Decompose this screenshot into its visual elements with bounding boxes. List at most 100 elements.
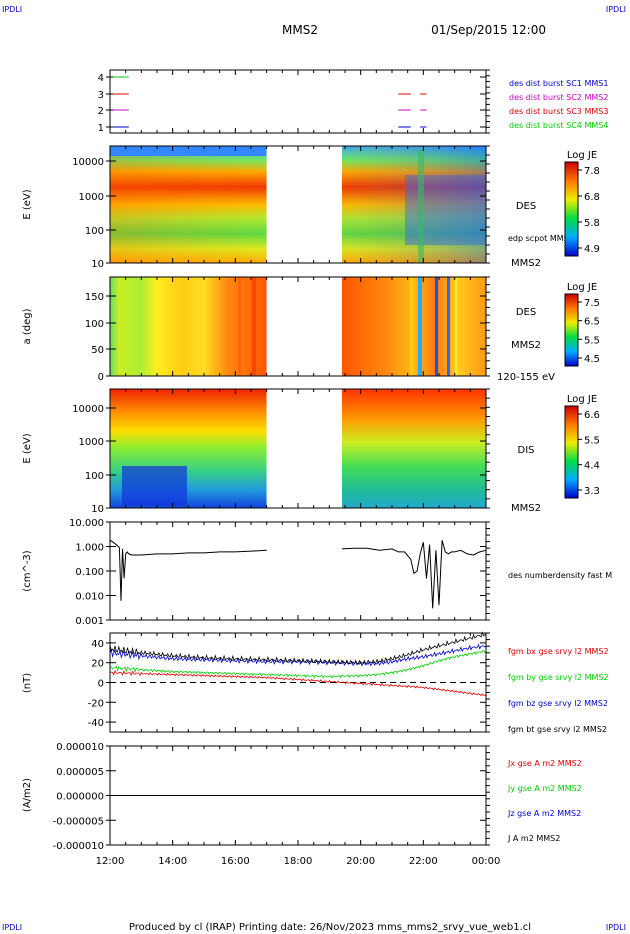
availability-tick-label: 4 [98,73,104,84]
colorbar-tick-label: 3.3 [584,486,600,497]
des-pitch-tick-label: 0 [98,372,104,383]
panel-magnetic-field: 40 20 0 -20 -40 (nT) fgm bx gse srvy l2 MMS2 fg… [22,631,609,734]
footer: Produced by cl (IRAP) Printing date: 26/… [129,922,531,933]
colorbar-tick-label: 5.5 [584,335,600,346]
panel-frame [109,69,487,134]
instrument-name: MMS2 [511,503,541,514]
colorbar [564,405,579,499]
panel-dis-energy: 10000 1000 100 10 E (eV) DIS MMS2 Log JE 6.6 5.5 4… [22,388,600,515]
time-tick-label: 12:00 [96,856,125,867]
pitch-stripe [410,277,413,376]
energy-range-label: 120-155 eV [497,372,555,383]
current-tick-label: 0.000005 [56,767,104,778]
bfield-tick-label: -40 [88,718,104,729]
colorbar-tick-label: 7.5 [584,298,600,309]
series-label: fgm bx gse srvy l2 MMS2 [508,647,609,656]
bfield-tick-label: -20 [88,698,104,709]
series-label: des numberdensity fast M [508,571,612,580]
des-band [405,175,486,245]
des-band [418,150,424,263]
time-axis: 12:00 14:00 16:00 18:00 20:00 22:00 00:00 [96,856,501,867]
time-tick-label: 18:00 [284,856,313,867]
colorbar-tick-label: 6.6 [584,410,600,421]
current-tick-label: 0.000010 [56,742,104,753]
corner-label-tr: IPDLI [606,5,626,14]
series-label: fgm bt gse srvy l2 MMS2 [508,725,607,734]
panel-des-energy: 10000 1000 100 10 E (eV) DES edp scpot MMS2 MMS… [22,145,600,270]
colorbar-tick-label: 6.8 [584,192,600,203]
pitch-stripe [418,277,422,376]
heatmap-right [341,277,486,376]
panels: 4 3 2 1 des dist burst SC1 MMS1 des dist burs… [22,69,612,852]
series-label: Jy gse A m2 MMS2 [507,784,582,793]
density-tick-label: 0.001 [75,616,104,627]
time-tick-label: 22:00 [409,856,438,867]
dis-band [122,466,187,506]
bfield-tick-label: 40 [91,639,104,650]
current-tick-label: 0.000000 [56,792,104,803]
current-tick-label: -0.000010 [53,841,104,852]
pitch-stripe [435,277,438,376]
corner-label-tl: IPDLI [2,5,22,14]
legend-entry: des dist burst SC1 MMS1 [509,79,608,88]
series-label: fgm by gse srvy l2 MMS2 [508,673,609,682]
colorbar-tick-label: 4.4 [584,461,600,472]
colorbar-tick-label: 6.5 [584,317,600,328]
data-gap [266,389,342,508]
pitch-stripe [252,277,256,376]
des-pitch-tick-label: 50 [91,345,104,356]
instrument-label: DIS [518,445,535,456]
legend-entry: des dist burst SC3 MMS3 [509,107,608,116]
colorbar-tick-label: 7.8 [584,166,600,177]
y-axis-label: (A/m2) [22,778,33,812]
date-time: 01/Sep/2015 12:00 [431,23,546,37]
density-tick-label: 0.100 [75,567,104,578]
bfield-tick-label: 20 [91,659,104,670]
pitch-stripe [238,277,241,376]
footer-text: Produced by cl (IRAP) Printing date: 26/… [129,922,531,933]
bfield-series-line [109,631,487,665]
density-line [341,540,487,609]
y-axis-label: (nT) [22,673,33,693]
dis-energy-tick-label: 10000 [72,404,104,415]
y-axis-label: E (eV) [22,189,33,219]
heatmap-right [341,389,486,508]
density-line [109,539,267,601]
bfield-series-line [109,649,487,679]
corner-labels: IPDLI IPDLI IPDLI IPDLI [2,5,626,932]
bfield-series-line [109,669,487,697]
data-gap [266,277,342,376]
panel-frame [109,521,487,621]
colorbar-title: Log JE [567,150,597,161]
corner-label-bl: IPDLI [2,923,22,932]
availability-tick-label: 2 [98,106,104,117]
instrument-sublabel: edp scpot MMS2 [508,234,574,243]
series-label: J A m2 MMS2 [507,834,560,843]
bfield-series-line [109,643,487,667]
des-pitch-tick-label: 100 [85,319,104,330]
instrument-sublabel: MMS2 [511,340,541,351]
dis-energy-tick-label: 1000 [79,437,104,448]
dis-energy-tick-label: 100 [85,471,104,482]
time-tick-label: 14:00 [158,856,187,867]
availability-tick-label: 3 [98,90,104,101]
series-label: fgm bz gse srvy l2 MMS2 [508,699,608,708]
colorbar [564,293,579,367]
instrument-label: DES [516,201,536,212]
colorbar-tick-label: 4.9 [584,244,600,255]
legend-entry: des dist burst SC4 MMS4 [509,121,608,130]
colorbar-tick-label: 5.8 [584,218,600,229]
y-axis-label: a (deg) [22,308,33,344]
y-axis-label: E (eV) [22,433,33,463]
instrument-label: DES [516,307,536,318]
panel-current: 0.000010 0.000005 0.000000 -0.000005 -0.0000… [22,742,582,852]
time-tick-label: 16:00 [221,856,250,867]
heatmap-left [110,277,267,376]
panel-density: 10.000 1.000 0.100 0.010 0.001 (cm^-3) des num… [22,518,612,627]
instrument-name: MMS2 [511,258,541,269]
header: MMS2 01/Sep/2015 12:00 [282,23,546,37]
legend-entry: des dist burst SC2 MMS2 [509,93,608,102]
corner-label-br: IPDLI [606,923,626,932]
current-tick-label: -0.000005 [53,816,104,827]
